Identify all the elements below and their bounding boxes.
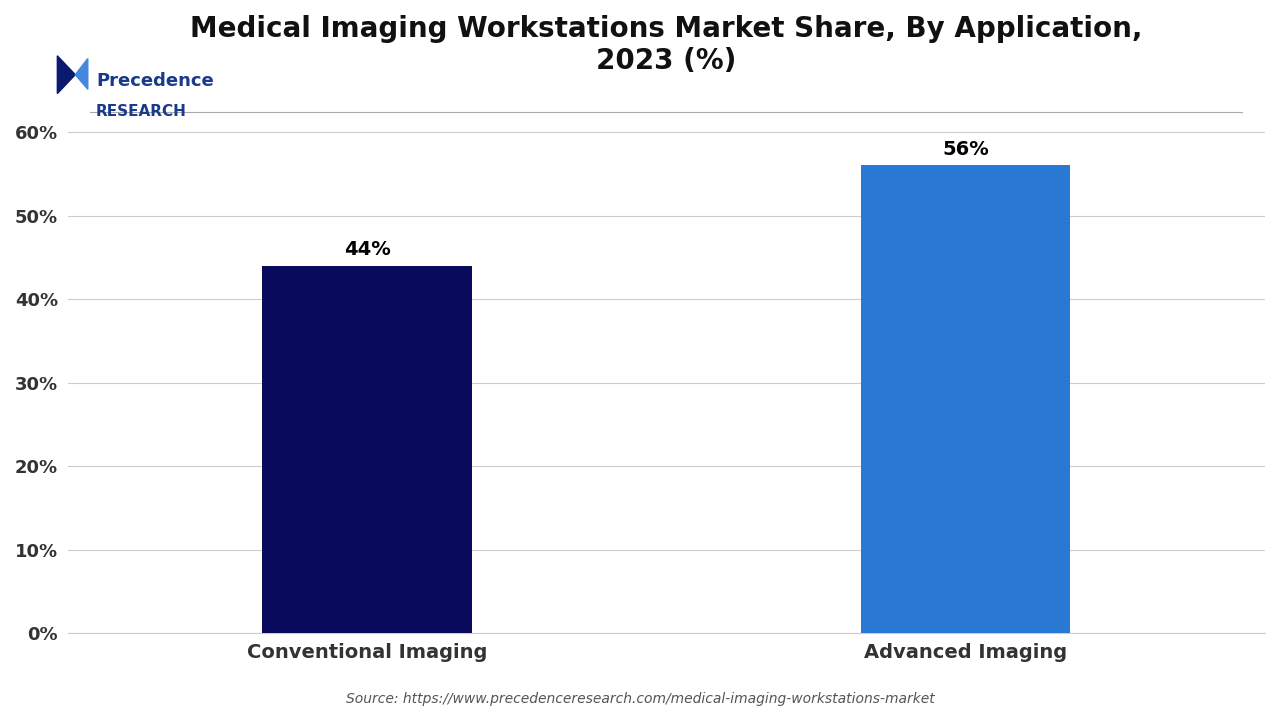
Bar [861, 166, 1070, 633]
Text: Source: https://www.precedenceresearch.com/medical-imaging-workstations-market: Source: https://www.precedenceresearch.c… [346, 692, 934, 706]
Text: RESEARCH: RESEARCH [96, 104, 187, 120]
Bar [262, 266, 472, 633]
Text: Precedence: Precedence [96, 72, 214, 90]
Title: Medical Imaging Workstations Market Share, By Application,
2023 (%): Medical Imaging Workstations Market Shar… [191, 15, 1143, 76]
Text: 44%: 44% [344, 240, 390, 259]
Polygon shape [76, 58, 88, 89]
Text: 56%: 56% [942, 140, 989, 158]
Polygon shape [58, 56, 76, 94]
